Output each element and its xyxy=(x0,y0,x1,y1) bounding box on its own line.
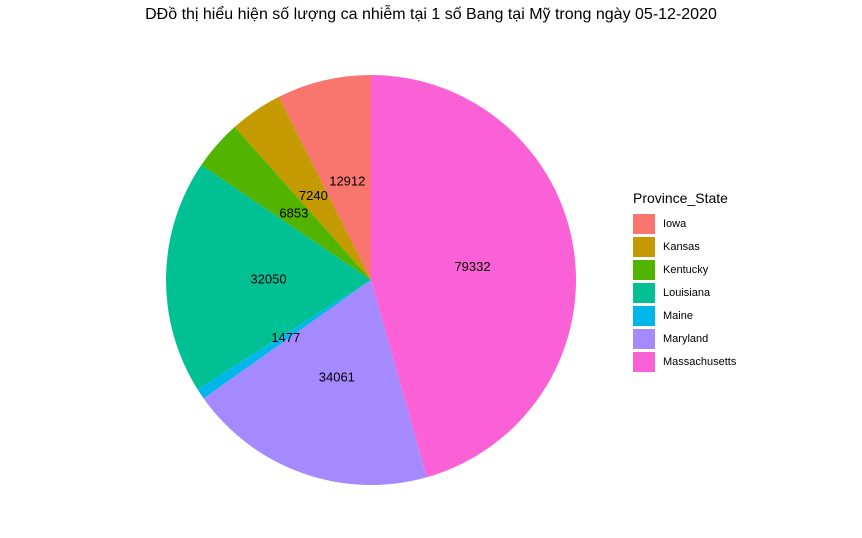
legend-item-massachusetts: Massachusetts xyxy=(633,350,736,373)
legend-item-kentucky: Kentucky xyxy=(633,258,736,281)
slice-label-kansas: 7240 xyxy=(299,188,328,203)
pie-slice-kentucky xyxy=(201,126,371,280)
legend-label-louisiana: Louisiana xyxy=(663,286,711,299)
slice-label-massachusetts: 79332 xyxy=(454,259,490,274)
legend-key-maine xyxy=(633,305,655,326)
pie-slice-louisiana xyxy=(166,165,371,390)
legend-label-maine: Maine xyxy=(663,309,693,322)
legend-label-kentucky: Kentucky xyxy=(663,263,709,276)
slice-label-maine: 1477 xyxy=(271,330,300,345)
legend-key-kentucky xyxy=(633,259,655,280)
legend-label-massachusetts: Massachusetts xyxy=(663,355,737,368)
legend-key-massachusetts xyxy=(633,351,655,372)
chart-title: DĐồ thị hiểu hiện số lượng ca nhiễm tại … xyxy=(145,6,717,23)
pie-slice-kansas xyxy=(234,96,371,280)
pie-slice-iowa xyxy=(278,75,371,280)
pie-slice-maryland xyxy=(203,280,427,485)
legend-label-iowa: Iowa xyxy=(663,217,687,230)
legend-item-kansas: Kansas xyxy=(633,235,736,258)
pie-slice-massachusetts xyxy=(371,74,576,478)
legend-title: Province_State xyxy=(633,190,728,206)
legend-item-iowa: Iowa xyxy=(633,212,736,235)
pie-slice-maine xyxy=(197,280,371,399)
legend: Province_State Iowa Kansas Kentucky Louisia… xyxy=(633,190,736,373)
slice-label-maryland: 34061 xyxy=(319,370,355,385)
slice-label-louisiana: 32050 xyxy=(250,271,286,286)
legend-item-louisiana: Louisiana xyxy=(633,281,736,304)
slice-label-iowa: 12912 xyxy=(329,173,365,188)
legend-label-kansas: Kansas xyxy=(663,240,700,253)
legend-item-maryland: Maryland xyxy=(633,327,736,350)
legend-label-maryland: Maryland xyxy=(663,332,709,345)
legend-key-louisiana xyxy=(633,282,655,303)
legend-key-maryland xyxy=(633,328,655,349)
slice-label-kentucky: 6853 xyxy=(279,205,308,220)
legend-key-kansas xyxy=(633,236,655,257)
legend-item-maine: Maine xyxy=(633,304,736,327)
legend-key-iowa xyxy=(633,213,655,234)
